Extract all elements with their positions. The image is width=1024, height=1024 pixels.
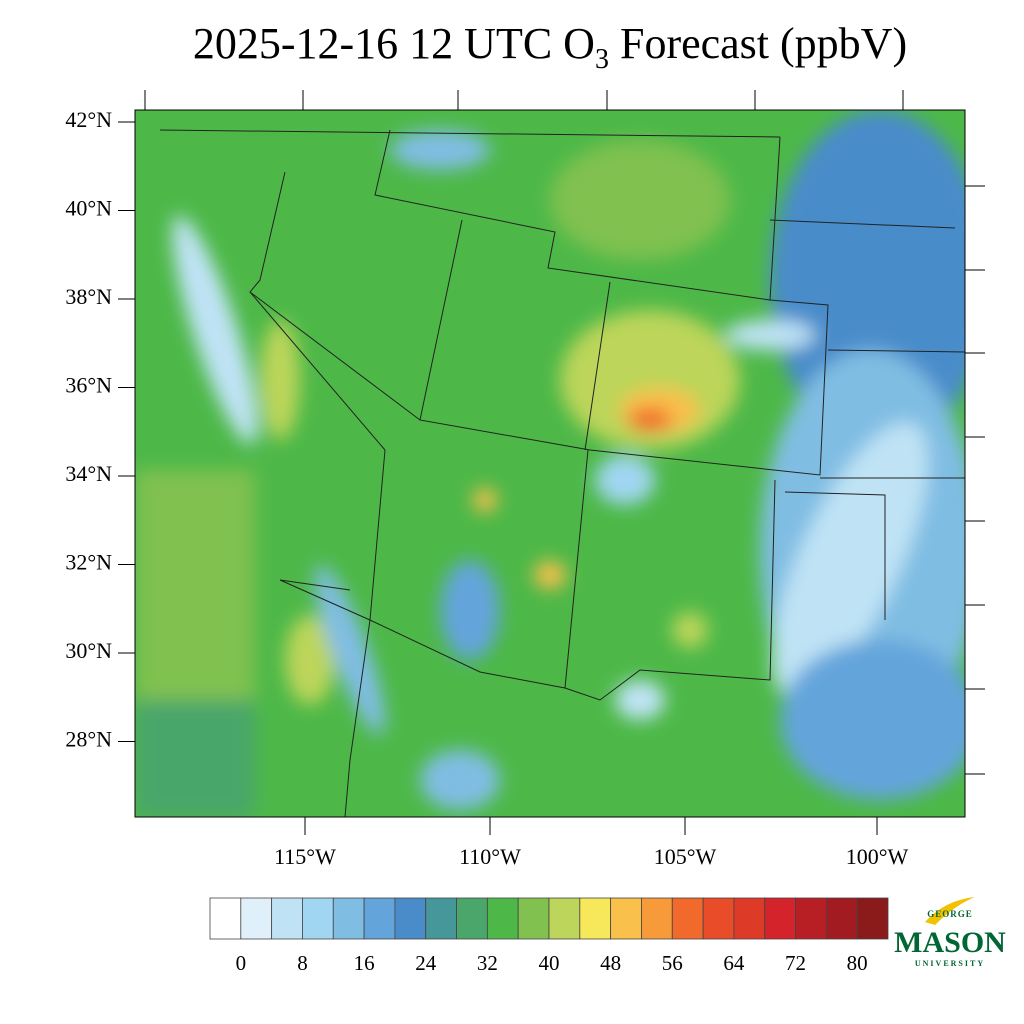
map-frame xyxy=(134,109,966,818)
colorbar-label: 16 xyxy=(354,951,375,975)
colorbar-label: 24 xyxy=(415,951,437,975)
colorbar-label: 64 xyxy=(723,951,745,975)
colorbar-box xyxy=(733,897,766,940)
colorbar-box xyxy=(579,897,612,940)
lat-label: 40°N xyxy=(65,196,112,221)
state-borders xyxy=(159,129,965,817)
colorbar-label: 48 xyxy=(600,951,621,975)
colorbar-box xyxy=(548,897,581,940)
title: 2025-12-16 12 UTC O3 Forecast (ppbV) xyxy=(193,19,907,75)
colorbar-box xyxy=(240,897,273,940)
colorbar-box xyxy=(302,897,334,940)
ozone-map xyxy=(135,110,965,817)
colorbar-box xyxy=(456,897,488,940)
colorbar-label: 8 xyxy=(297,951,308,975)
lon-label: 105°W xyxy=(654,844,717,869)
lat-label: 30°N xyxy=(65,638,112,663)
colorbar-label: 32 xyxy=(477,951,498,975)
colorbar-box xyxy=(486,897,519,940)
colorbar-box xyxy=(332,897,365,940)
colorbar-box xyxy=(825,897,858,940)
colorbar-box xyxy=(610,897,642,940)
colorbar-box xyxy=(671,897,704,940)
colorbar-label: 80 xyxy=(847,951,868,975)
colorbar-box xyxy=(425,897,457,940)
colorbar-box xyxy=(209,897,242,940)
logo-name: MASON xyxy=(894,926,1006,959)
logo-bottom: UNIVERSITY xyxy=(915,959,985,968)
colorbar-label: 40 xyxy=(539,951,560,975)
lon-label: 110°W xyxy=(459,844,521,869)
colorbar-box xyxy=(394,897,427,940)
colorbar-label: 0 xyxy=(236,951,247,975)
lat-label: 28°N xyxy=(65,727,112,752)
colorbar: 0 8 16 24 32 40 48 56 64 72 80 xyxy=(209,897,889,975)
logo: GEORGE MASON UNIVERSITY xyxy=(894,897,1006,968)
colorbar-box xyxy=(764,897,796,940)
axis-ticks xyxy=(118,90,985,835)
colorbar-label: 56 xyxy=(662,951,683,975)
colorbar-label: 72 xyxy=(785,951,806,975)
colorbar-box xyxy=(795,897,827,940)
colorbar-box xyxy=(641,897,673,940)
colorbar-box xyxy=(363,897,396,940)
longitude-labels: 115°W 110°W 105°W 100°W xyxy=(274,844,908,869)
colorbar-box xyxy=(856,897,889,940)
latitude-labels: 42°N 40°N 38°N 36°N 34°N 32°N 30°N 28°N xyxy=(65,107,112,752)
colorbar-box xyxy=(702,897,735,940)
lat-label: 36°N xyxy=(65,373,112,398)
lat-label: 38°N xyxy=(65,284,112,309)
lat-label: 34°N xyxy=(65,461,112,486)
colorbar-box xyxy=(271,897,303,940)
lon-label: 115°W xyxy=(274,844,336,869)
logo-top: GEORGE xyxy=(927,909,973,919)
colorbar-box xyxy=(517,897,550,940)
lon-label: 100°W xyxy=(846,844,909,869)
lat-label: 32°N xyxy=(65,550,112,575)
lat-label: 42°N xyxy=(65,107,112,132)
